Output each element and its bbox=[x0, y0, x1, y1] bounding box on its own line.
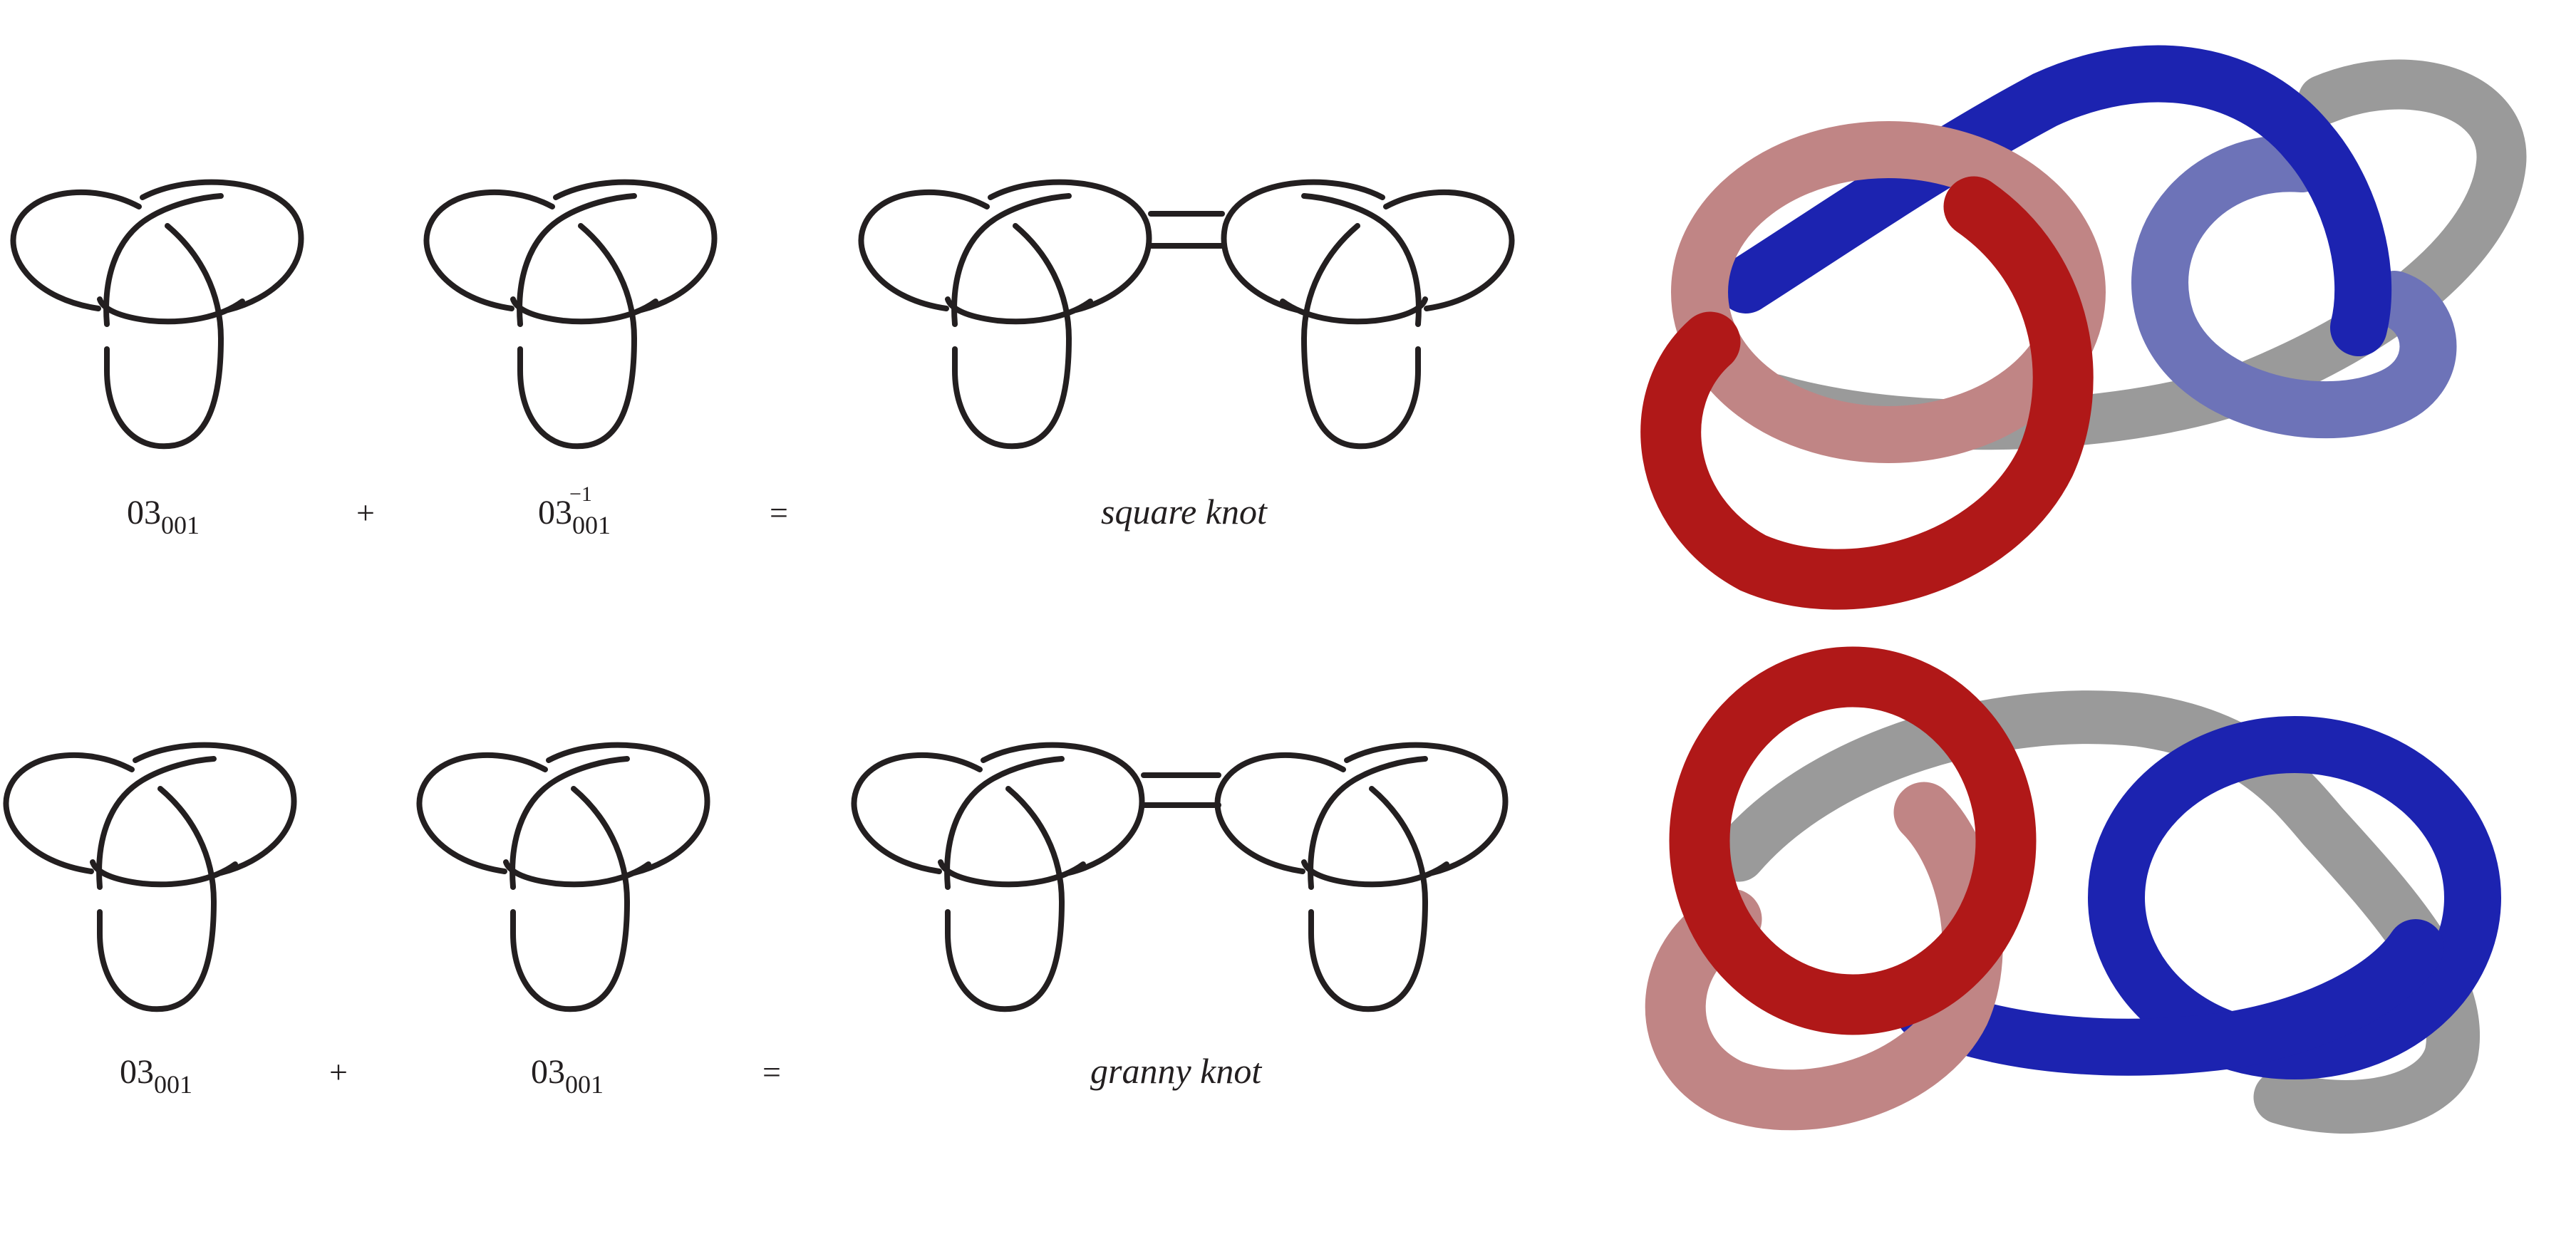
tube-blue-arc bbox=[1717, 45, 2392, 356]
trefoil-diagram-bottom-middle bbox=[419, 745, 707, 1010]
tube-blue-strand-bottom bbox=[1895, 919, 2444, 1076]
plus-sign-top: + bbox=[356, 494, 375, 531]
granny-knot-3d-render bbox=[1645, 646, 2501, 1134]
trefoil-diagram-top-left bbox=[13, 182, 301, 447]
label-bottom-left: 03001 bbox=[120, 1053, 192, 1099]
trefoil-diagram-bottom-left bbox=[6, 745, 294, 1010]
tube-red-ring-bottom bbox=[1669, 646, 2037, 1035]
plus-sign-bottom: + bbox=[329, 1054, 348, 1090]
trefoil-diagram-top-middle bbox=[426, 182, 714, 447]
label-top-middle: 03001−1 bbox=[538, 482, 611, 539]
equals-sign-bottom: = bbox=[762, 1054, 781, 1090]
tube-red-ring bbox=[1640, 176, 2094, 610]
row-top: 03001 + 03001−1 = square knot bbox=[13, 182, 1511, 539]
square-knot-3d-render bbox=[1640, 45, 2527, 610]
label-top-left: 03001 bbox=[127, 494, 200, 539]
equals-sign-top: = bbox=[770, 494, 788, 531]
granny-knot-diagram bbox=[854, 745, 1505, 1010]
row-bottom: 03001 + 03001 = granny knot bbox=[6, 745, 1505, 1099]
tube-lightblue-loop bbox=[2131, 135, 2457, 439]
label-bottom-middle: 03001 bbox=[531, 1053, 604, 1099]
label-square-knot: square knot bbox=[1101, 492, 1268, 532]
square-knot-diagram bbox=[861, 182, 1511, 447]
label-granny-knot: granny knot bbox=[1090, 1051, 1262, 1091]
